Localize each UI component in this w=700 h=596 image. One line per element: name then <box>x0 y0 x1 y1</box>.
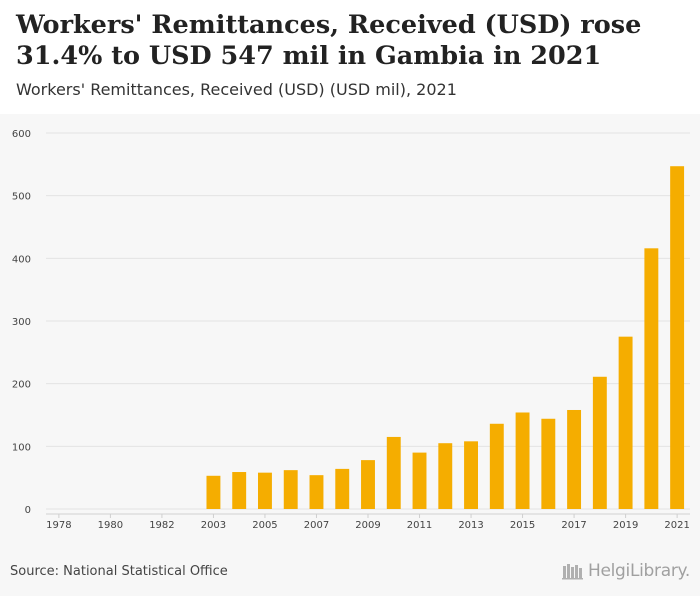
y-tick-label: 200 <box>12 380 31 391</box>
bar <box>361 460 375 509</box>
bar-chart: 0 100 200 300 400 500 600 1978 1980 1982 2003 2005 2… <box>12 129 690 531</box>
x-tick-label: 2003 <box>201 520 226 531</box>
bar <box>206 475 221 509</box>
x-tick-label: 1978 <box>46 520 71 531</box>
bar <box>670 166 685 510</box>
x-tick-label: 2005 <box>252 520 277 531</box>
bar <box>386 436 401 509</box>
x-tick-label: 2011 <box>407 520 432 531</box>
bar <box>567 409 582 509</box>
brand-name: HelgiLibrary. <box>587 561 690 581</box>
bar <box>515 412 530 509</box>
x-tick-label: 2019 <box>613 520 638 531</box>
bar <box>412 452 427 509</box>
bar <box>464 441 478 509</box>
bar <box>541 418 556 509</box>
x-tick-label: 2009 <box>355 520 380 531</box>
bar <box>309 475 324 509</box>
chart-subtitle: Workers' Remittances, Received (USD) (US… <box>16 80 457 99</box>
bar <box>644 248 659 509</box>
x-tick-label: 2021 <box>664 520 689 531</box>
x-tick-label: 2017 <box>561 520 586 531</box>
x-tick-label: 2007 <box>304 520 329 531</box>
bar <box>335 468 350 509</box>
y-tick-label: 500 <box>12 192 31 203</box>
bar <box>618 336 633 509</box>
x-tick-label: 1982 <box>149 520 174 531</box>
bar <box>438 443 453 509</box>
brand-logo: HelgiLibrary. <box>561 561 690 581</box>
y-tick-label: 600 <box>12 129 31 140</box>
source-note: Source: National Statistical Office <box>10 564 228 579</box>
bar <box>489 423 504 509</box>
y-tick-label: 100 <box>12 442 31 453</box>
library-icon <box>561 564 583 580</box>
bar <box>283 470 298 509</box>
x-tick-label: 1980 <box>98 520 123 531</box>
x-tick-label: 2015 <box>510 520 535 531</box>
chart-title: Workers' Remittances, Received (USD) ros… <box>16 10 642 71</box>
bar <box>232 472 247 509</box>
bar <box>258 472 272 509</box>
bar <box>592 376 607 509</box>
y-tick-label: 0 <box>25 505 31 516</box>
header: Workers' Remittances, Received (USD) ros… <box>0 0 700 114</box>
plot-background <box>0 114 700 596</box>
y-tick-label: 400 <box>12 254 31 265</box>
x-tick-label: 2013 <box>458 520 483 531</box>
y-tick-label: 300 <box>12 317 31 328</box>
